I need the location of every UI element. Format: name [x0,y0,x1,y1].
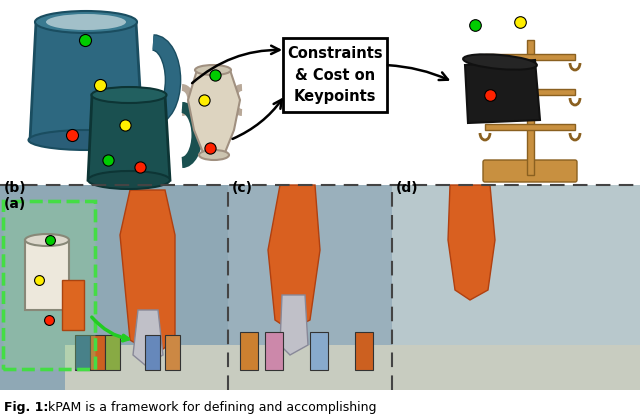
Point [34,277,44,284]
Bar [228,345,392,390]
Bar [485,54,575,60]
FancyBboxPatch shape [283,38,387,112]
Bar [355,332,373,370]
Text: Fig. 1:: Fig. 1: [4,402,49,415]
Point [67,131,77,138]
Ellipse shape [35,11,137,33]
Point [80,37,90,43]
Polygon shape [88,95,170,180]
Bar [527,40,534,175]
Bar [62,280,84,330]
Bar [0,0,640,185]
Ellipse shape [463,54,537,70]
Bar [165,335,180,370]
Text: (d): (d) [396,181,419,195]
Bar [485,89,575,95]
Polygon shape [448,185,495,300]
Point [205,144,215,151]
Point [44,317,54,323]
Text: (c): (c) [232,181,253,195]
Polygon shape [30,22,143,140]
Bar [0,185,228,390]
Point [120,122,130,129]
Bar [485,124,575,130]
Ellipse shape [195,65,231,75]
Polygon shape [133,310,163,365]
Point [135,164,145,171]
Polygon shape [280,295,308,355]
Bar [25,240,69,310]
Bar [75,335,90,370]
Bar [105,335,120,370]
Text: kPAM is a framework for defining and accomplishing: kPAM is a framework for defining and acc… [48,402,376,415]
Text: Constraints
& Cost on
Keypoints: Constraints & Cost on Keypoints [287,47,383,103]
Point [103,157,113,163]
Bar [392,185,640,390]
Point [515,18,525,25]
Polygon shape [120,190,175,355]
Point [95,81,105,88]
FancyBboxPatch shape [483,160,577,182]
Bar [310,332,328,370]
Text: (a): (a) [4,197,26,211]
Bar [392,345,640,390]
Point [485,92,495,98]
Ellipse shape [92,87,166,103]
Ellipse shape [199,150,229,160]
Bar [65,345,228,390]
Bar [265,332,283,370]
Point [45,236,55,243]
Bar [145,335,160,370]
Ellipse shape [25,234,69,246]
Bar [240,332,258,370]
Text: (b): (b) [4,181,27,195]
Bar [228,185,392,390]
Polygon shape [188,70,240,155]
Point [470,22,480,29]
Ellipse shape [88,171,170,189]
Point [210,72,220,79]
Bar [90,335,105,370]
FancyBboxPatch shape [3,201,95,369]
Ellipse shape [29,130,143,150]
Polygon shape [465,60,540,123]
Ellipse shape [46,14,126,30]
Point [199,97,209,103]
Polygon shape [268,185,320,330]
